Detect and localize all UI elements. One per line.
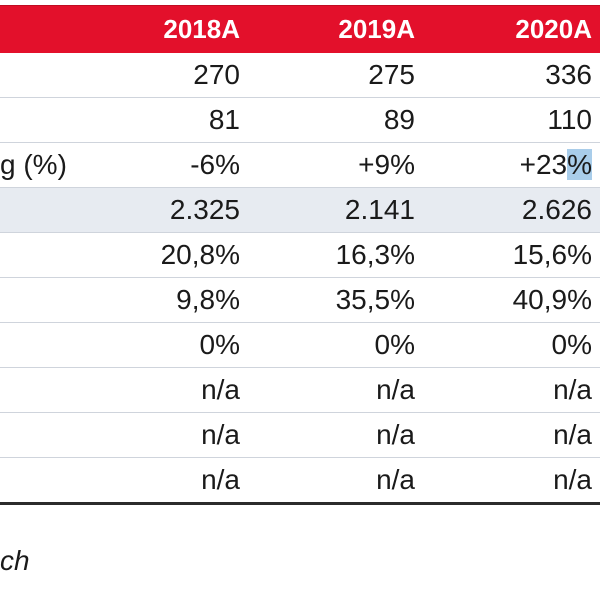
row-label-growth: g (%) bbox=[0, 149, 67, 180]
table-row: n/a n/a n/a bbox=[0, 368, 600, 413]
table-cell: 40,9% bbox=[512, 284, 592, 315]
table-row: 0% 0% 0% bbox=[0, 323, 600, 368]
table-cell: 15,6% bbox=[512, 239, 592, 270]
table-cell: 35,5% bbox=[335, 284, 415, 315]
table-row: n/a n/a n/a bbox=[0, 413, 600, 458]
table-cell: 9,8% bbox=[176, 284, 240, 315]
table-cell: 0% bbox=[374, 329, 415, 360]
table-cell: n/a bbox=[201, 464, 240, 495]
table-cell: 20,8% bbox=[160, 239, 240, 270]
table-cell: 336 bbox=[545, 59, 592, 90]
table-cell: 2.626 bbox=[521, 194, 592, 225]
table-cell: 0% bbox=[199, 329, 240, 360]
table-cell: 2.141 bbox=[344, 194, 415, 225]
table-cell: 110 bbox=[547, 104, 592, 135]
table-row: 20,8% 16,3% 15,6% bbox=[0, 233, 600, 278]
table-cell: n/a bbox=[553, 464, 592, 495]
table-cell-selected[interactable]: +23% bbox=[520, 149, 592, 181]
table-cell: 275 bbox=[368, 59, 415, 90]
table-cell: n/a bbox=[376, 464, 415, 495]
table-row: g (%) -6% +9% +23% bbox=[0, 143, 600, 188]
table-cell: n/a bbox=[553, 374, 592, 405]
table-cell: 2.325 bbox=[169, 194, 240, 225]
text-selection-highlight: % bbox=[567, 149, 592, 180]
table-cell: n/a bbox=[376, 419, 415, 450]
table-cell: +9% bbox=[358, 149, 415, 180]
cell-text-unselected: +23 bbox=[519, 149, 568, 180]
financial-table: 2018A 2019A 2020A 270 275 336 81 89 110 … bbox=[0, 5, 600, 505]
table-cell: 81 bbox=[208, 104, 240, 135]
table-cell: n/a bbox=[553, 419, 592, 450]
table-header-row: 2018A 2019A 2020A bbox=[0, 5, 600, 53]
column-header-2019a: 2019A bbox=[338, 14, 415, 44]
table-cell: 0% bbox=[551, 329, 592, 360]
table-row: n/a n/a n/a bbox=[0, 458, 600, 505]
column-header-2018a: 2018A bbox=[163, 14, 240, 44]
table-row: 270 275 336 bbox=[0, 53, 600, 98]
source-note: ch bbox=[0, 545, 30, 576]
table-cell: n/a bbox=[376, 374, 415, 405]
table-row: 9,8% 35,5% 40,9% bbox=[0, 278, 600, 323]
table-cell: 270 bbox=[193, 59, 240, 90]
column-header-2020a: 2020A bbox=[515, 14, 592, 44]
table-cell: 16,3% bbox=[335, 239, 415, 270]
table-cell: 89 bbox=[383, 104, 415, 135]
table-cell: -6% bbox=[190, 149, 240, 180]
table-row: 81 89 110 bbox=[0, 98, 600, 143]
table-cell: n/a bbox=[201, 419, 240, 450]
table-row: 2.325 2.141 2.626 bbox=[0, 188, 600, 233]
table-cell: n/a bbox=[201, 374, 240, 405]
